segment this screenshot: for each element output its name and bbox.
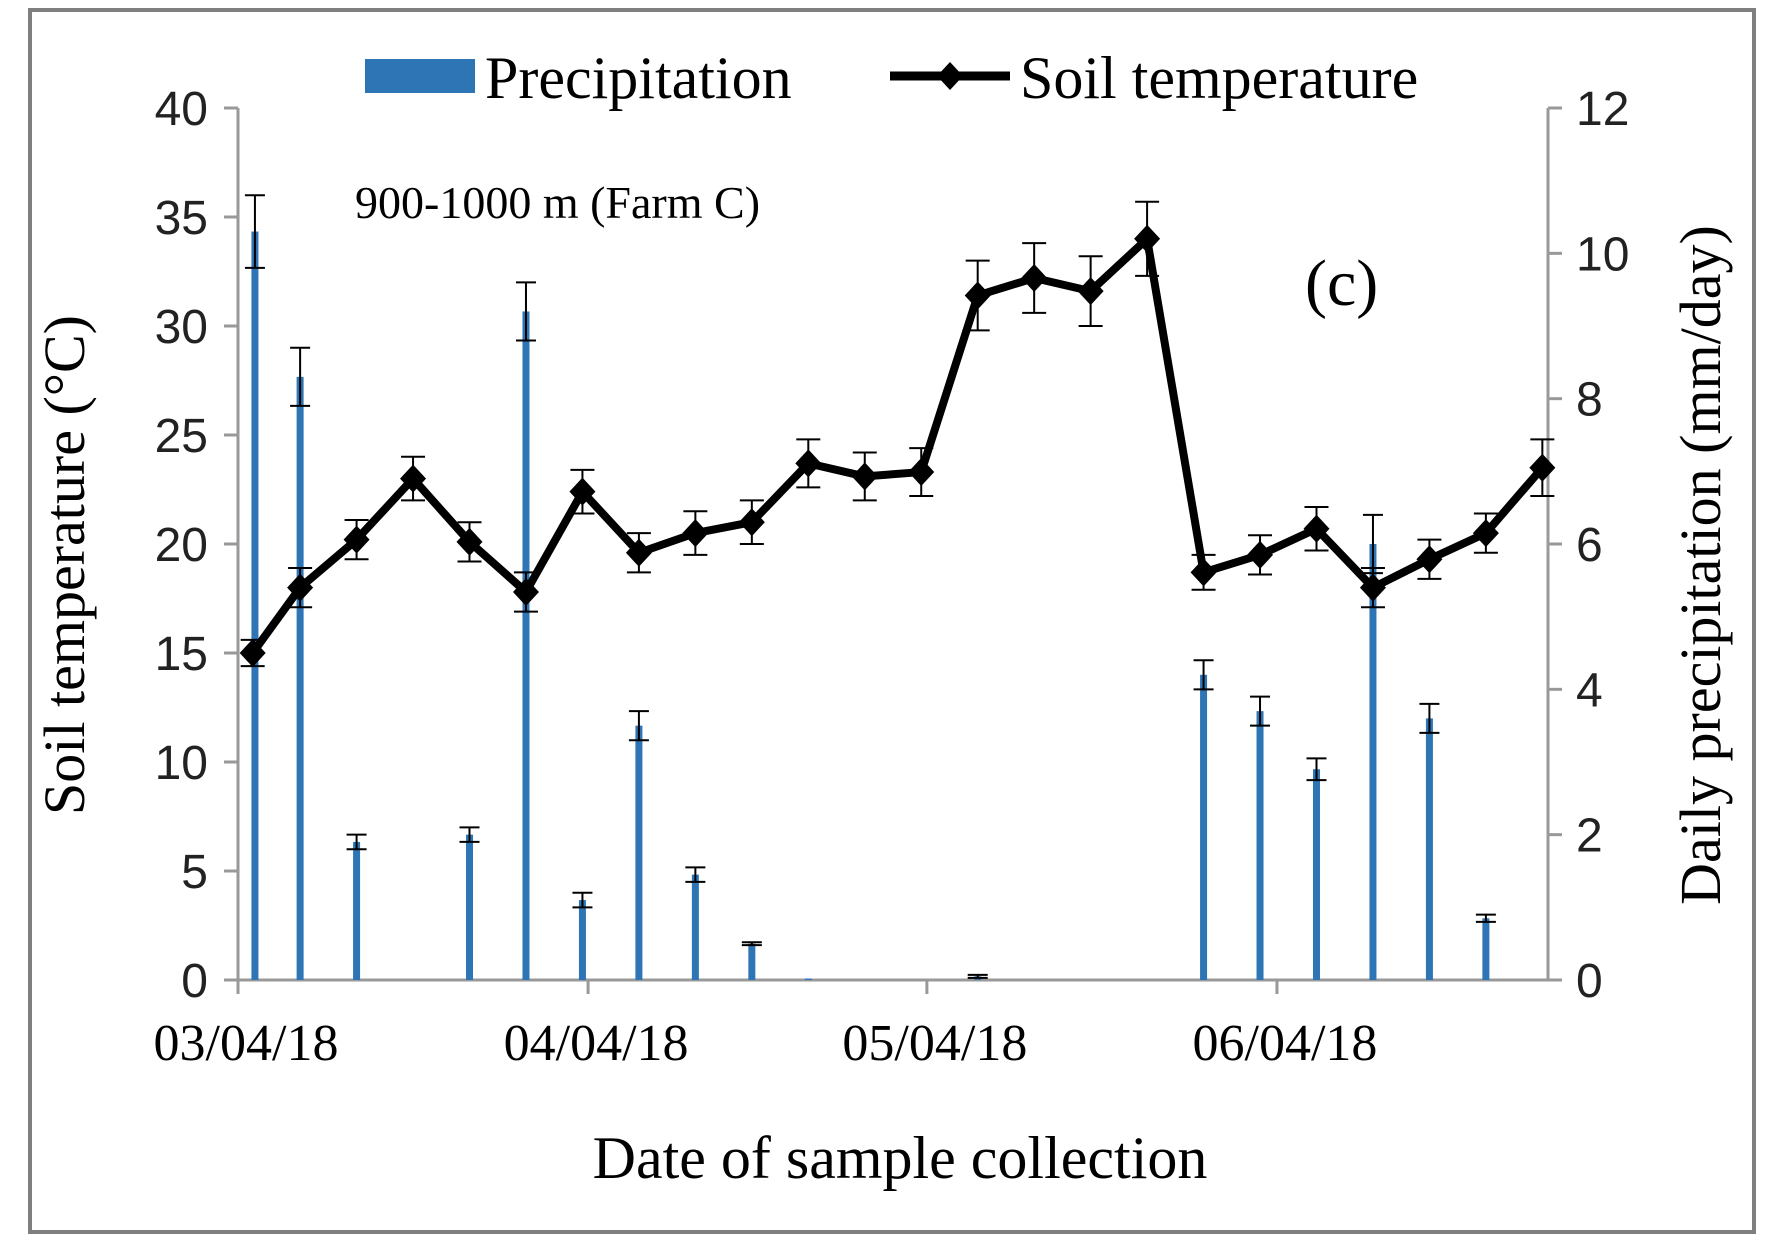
y-left-tick-label: 40: [155, 83, 208, 136]
temperature-marker: [1359, 573, 1386, 602]
farm-annotation: 900-1000 m (Farm C): [355, 177, 760, 228]
temperature-marker: [795, 449, 822, 478]
precipitation-bar: [804, 978, 812, 981]
precipitation-bar: [466, 834, 474, 980]
x-tick-label: 06/04/18: [1193, 1015, 1378, 1072]
y-right-tick-label: 4: [1576, 664, 1603, 717]
temperature-marker: [512, 577, 539, 606]
y-left-tick-label: 0: [181, 955, 208, 1008]
temperature-marker: [1247, 540, 1274, 569]
y-left-tick-label: 30: [155, 301, 208, 354]
temperature-marker: [1303, 514, 1330, 543]
temperature-marker: [343, 525, 370, 554]
precipitation-bar: [251, 231, 259, 981]
y-left-tick-label: 25: [155, 410, 208, 463]
y-right-tick-label: 8: [1576, 374, 1603, 427]
y-left-tick-label: 20: [155, 519, 208, 572]
legend-precipitation-label: Precipitation: [485, 45, 792, 111]
temperature-marker: [1134, 224, 1161, 253]
precipitation-bar: [1369, 544, 1377, 980]
temperature-marker: [682, 519, 709, 548]
precipitation-bar: [522, 311, 530, 980]
precipitation-bar: [691, 874, 699, 980]
y-right-tick-label: 10: [1576, 228, 1629, 281]
y-right-tick-label: 0: [1576, 955, 1603, 1008]
precipitation-bar: [1312, 769, 1320, 980]
chart-frame: [28, 8, 1756, 1234]
temperature-marker: [287, 573, 314, 602]
precipitation-bar: [1256, 711, 1264, 980]
x-tick-label: 04/04/18: [504, 1015, 689, 1072]
precipitation-bars: [244, 194, 1496, 981]
precipitation-bar: [296, 376, 304, 980]
temperature-marker: [456, 527, 483, 556]
temperature-marker: [569, 477, 596, 506]
temperature-marker: [851, 462, 878, 491]
temperature-marker: [1021, 264, 1048, 293]
temperature-marker: [1077, 277, 1104, 306]
precipitation-bar: [1200, 674, 1208, 980]
temperature-marker: [239, 639, 266, 667]
temperature-marker: [908, 458, 935, 487]
y-right-tick-label: 12: [1576, 83, 1629, 136]
temperature-marker: [1472, 519, 1499, 548]
precipitation-bar: [1425, 718, 1433, 980]
temperature-marker: [964, 281, 991, 310]
legend-soil-temperature-label: Soil temperature: [1020, 45, 1418, 111]
temperature-marker: [738, 508, 765, 537]
y-right-tick-label: 6: [1576, 519, 1603, 572]
y-left-tick-label: 35: [155, 192, 208, 245]
temperature-line: [249, 234, 1546, 656]
y-right-tick-label: 2: [1576, 810, 1603, 863]
temperature-marker: [400, 464, 427, 493]
y-left-tick-label: 5: [181, 846, 208, 899]
y-left-tick-label: 10: [155, 737, 208, 790]
legend: Precipitation Soil temperature: [365, 45, 1418, 111]
y-left-tick-label: 15: [155, 628, 208, 681]
x-tick-label: 03/04/18: [154, 1015, 339, 1072]
y-axis-left-title: Soil temperature (°C): [32, 315, 97, 815]
legend-soil-temperature-marker: [937, 62, 963, 90]
temperature-marker: [1416, 545, 1443, 574]
panel-label: (c): [1305, 247, 1378, 320]
legend-precipitation-swatch: [365, 59, 475, 93]
precipitation-bar: [635, 725, 643, 980]
precipitation-bar: [353, 841, 361, 980]
temperature-marker: [625, 538, 652, 567]
precipitation-bar: [748, 943, 756, 980]
axes: 0 5 10 15 20 25 30 35 40 0 2 4 6 8 10 12 03/04/18 04/04/1…: [154, 83, 1630, 1072]
y-axis-right-title: Daily precipitation (mm/day): [1668, 225, 1733, 905]
precipitation-bar: [1482, 918, 1490, 980]
temperature-marker: [1190, 558, 1217, 587]
x-tick-label: 05/04/18: [842, 1015, 1027, 1072]
temperature-marker: [1529, 453, 1556, 482]
x-axis-title: Date of sample collection: [593, 1125, 1208, 1191]
precipitation-bar: [578, 900, 586, 980]
soil-temperature-series: [239, 200, 1556, 668]
